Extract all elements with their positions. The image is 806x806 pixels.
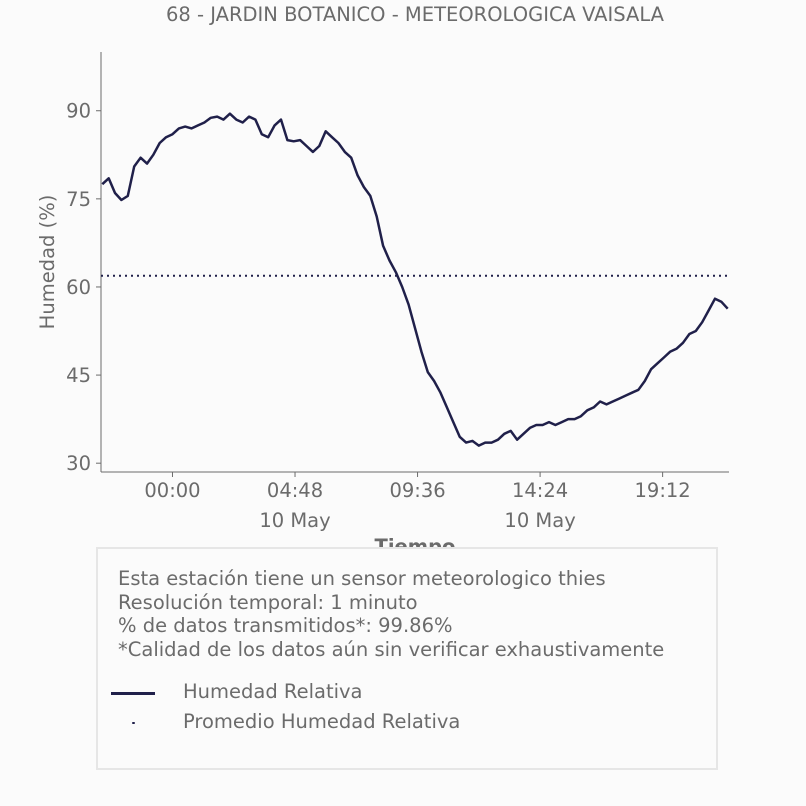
series-line-humedad-relativa [101,112,729,447]
legend: Humedad Relativa Promedio Humedad Relati… [111,679,671,739]
legend-item-humedad-relativa: Humedad Relativa [111,679,671,709]
info-line-sensor: Esta estación tiene un sensor meteorolog… [118,567,606,590]
x-tick-date-label: 10 May [259,509,330,532]
legend-line-marker [111,692,155,695]
x-tick-label: 09:36 [389,479,445,502]
station-info-box: Esta estación tiene un sensor meteorolog… [96,547,718,770]
info-line-quality-note: *Calidad de los datos aún sin verificar … [118,637,665,661]
x-tick-label: 00:00 [144,479,200,502]
legend-dot-marker [132,721,135,724]
chart-title: 68 - JARDIN BOTANICO - METEOROLOGICA VAI… [166,3,665,26]
x-tick-label: 19:12 [635,479,691,502]
x-tick-label: 14:24 [512,479,568,502]
info-line-transmitted: % de datos transmitidos*: 99.86% [118,614,453,637]
chart-axes [100,52,729,473]
y-tick-label: 30 [66,452,91,475]
info-text: Esta estación tiene un sensor meteorolog… [118,567,664,661]
legend-item-promedio: Promedio Humedad Relativa [111,709,671,739]
y-axis-label: Humedad (%) [36,195,59,330]
legend-label: Promedio Humedad Relativa [183,710,461,733]
x-tick-label: 04:48 [267,479,323,502]
y-tick-label: 90 [66,100,91,123]
chart-ticks: 30 45 60 75 90 00:00 04:48 10 May 09:36 14:24 10 M… [66,100,691,532]
y-tick-label: 75 [66,188,91,211]
y-tick-label: 60 [66,276,91,299]
x-tick-date-label: 10 May [504,509,575,532]
info-line-resolution: Resolución temporal: 1 minuto [118,590,418,614]
y-tick-label: 45 [66,364,91,387]
legend-label: Humedad Relativa [183,680,363,703]
